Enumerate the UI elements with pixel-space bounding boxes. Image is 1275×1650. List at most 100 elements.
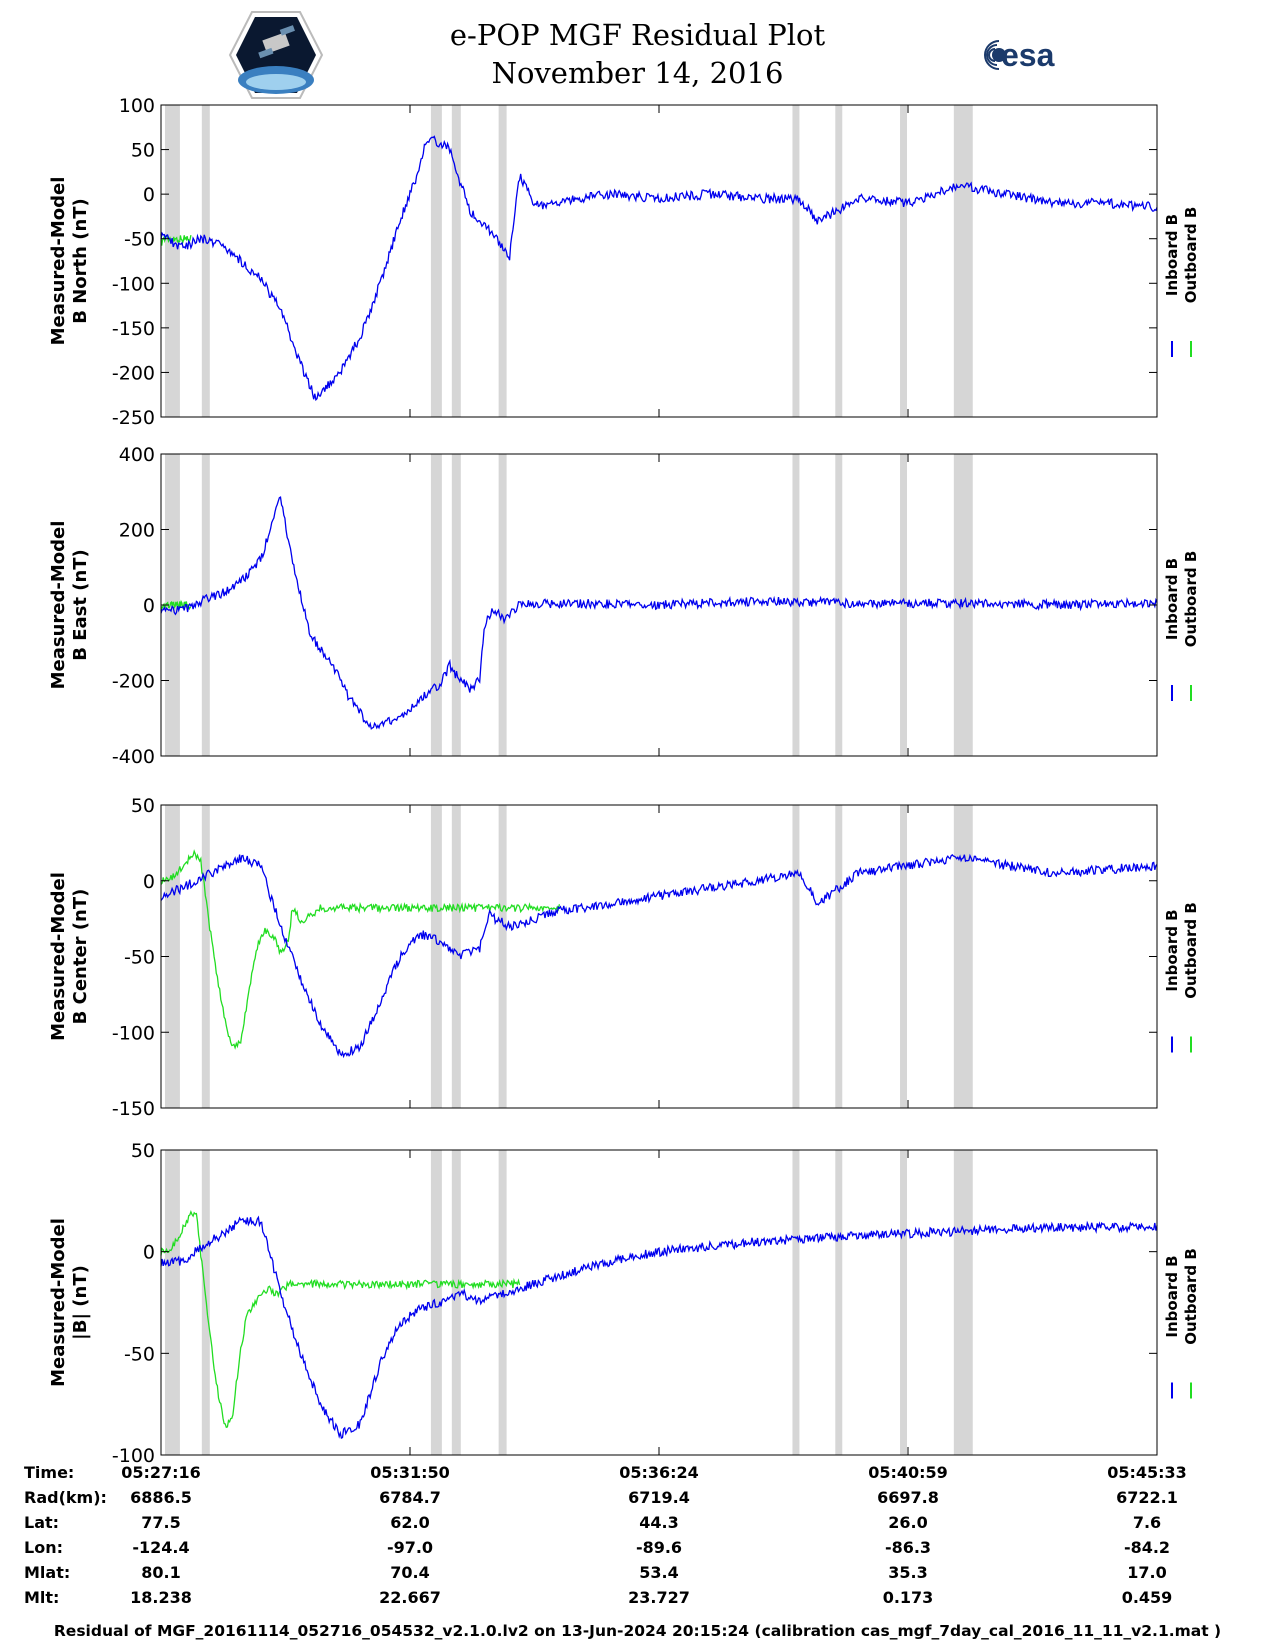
- legend-inboard-label: Inboard B: [1163, 214, 1181, 296]
- ephemeris-value: 18.238: [130, 1588, 192, 1607]
- ephemeris-value: -89.6: [636, 1538, 682, 1557]
- y-axis-label-line: B North (nT): [70, 198, 91, 324]
- legend-inboard-label: Inboard B: [1163, 558, 1181, 640]
- ephemeris-value: 53.4: [639, 1563, 678, 1582]
- shaded-interval-6: [792, 1150, 800, 1455]
- shaded-interval-4: [451, 1150, 461, 1455]
- title-block: e-POP MGF Residual Plot November 14, 201…: [0, 16, 1275, 92]
- ephemeris-value: 23.727: [628, 1588, 690, 1607]
- ephemeris-value: -84.2: [1124, 1538, 1170, 1557]
- y-tick-label: -200: [112, 671, 155, 693]
- shaded-interval-3: [430, 105, 442, 417]
- y-tick-label: 200: [119, 520, 155, 542]
- inboard-series-line: [160, 1215, 1158, 1440]
- y-tick-label: -100: [112, 1445, 155, 1467]
- x-tick-label: 05:31:50: [370, 1463, 450, 1482]
- plot-frame: [160, 1149, 1158, 1456]
- plot-title: e-POP MGF Residual Plot: [449, 18, 826, 52]
- legend-inboard-label: Inboard B: [1163, 909, 1181, 991]
- y-tick-label: 0: [143, 1242, 155, 1264]
- panel-3: 50 0 -50 -100 -150 Measured-ModelB Center (nT…: [48, 795, 1200, 1120]
- y-axis-label: Measured-ModelB North (nT): [48, 177, 91, 346]
- y-axis-label-line: |B| (nT): [70, 1265, 91, 1340]
- shaded-interval-1: [164, 1150, 180, 1455]
- shaded-interval-1: [164, 105, 180, 417]
- plot-frame: [160, 804, 1158, 1109]
- ephemeris-value: -97.0: [387, 1538, 433, 1557]
- x-tick-label: 05:40:59: [868, 1463, 948, 1482]
- y-tick-label: 0: [143, 595, 155, 617]
- ephemeris-value: 6697.8: [877, 1488, 939, 1507]
- shaded-interval-3: [430, 805, 442, 1108]
- legend-inboard-label: Inboard B: [1163, 1255, 1181, 1337]
- y-tick-label: -100: [112, 1022, 155, 1044]
- shaded-interval-8: [900, 454, 908, 756]
- ephemeris-row-label: Mlt:: [24, 1588, 59, 1607]
- legend-outboard-label: Outboard B: [1182, 1248, 1200, 1345]
- ephemeris-value: 6719.4: [628, 1488, 690, 1507]
- plot-frame: [160, 104, 1158, 418]
- footer-caption: Residual of MGF_20161114_052716_054532_v…: [53, 1622, 1222, 1640]
- y-tick-label: -400: [112, 746, 155, 768]
- y-tick-label: -150: [112, 318, 155, 340]
- y-tick-label: -100: [112, 273, 155, 295]
- panel-2: 400 200 0 -200 -400 Measured-ModelB East (nT)…: [48, 444, 1200, 768]
- shaded-interval-7: [835, 105, 843, 417]
- legend-outboard-label: Outboard B: [1182, 551, 1200, 648]
- shaded-interval-2: [201, 454, 210, 756]
- y-axis-label-line: Measured-Model: [48, 1218, 69, 1387]
- ephemeris-value: 77.5: [141, 1513, 180, 1532]
- esa-logo-icon: esa: [984, 37, 1055, 73]
- y-tick-label: -50: [124, 229, 155, 251]
- legend-outboard-label: Outboard B: [1182, 207, 1200, 304]
- shaded-interval-8: [900, 805, 908, 1108]
- shaded-interval-5: [498, 805, 507, 1108]
- shaded-interval-4: [451, 105, 461, 417]
- ephemeris-value: 6722.1: [1116, 1488, 1178, 1507]
- shaded-interval-3: [430, 454, 442, 756]
- ephemeris-value: -124.4: [132, 1538, 189, 1557]
- y-axis-label-line: B Center (nT): [70, 889, 91, 1025]
- shaded-interval-8: [900, 1150, 908, 1455]
- ephemeris-value: 35.3: [888, 1563, 927, 1582]
- shaded-interval-7: [835, 454, 843, 756]
- y-tick-label: 50: [131, 795, 155, 817]
- ephemeris-row-label: Rad(km):: [24, 1488, 107, 1507]
- ephemeris-row-label: Mlat:: [24, 1563, 70, 1582]
- inboard-series-line: [160, 496, 1158, 730]
- inboard-series-line: [160, 853, 1158, 1059]
- y-axis-label-line: Measured-Model: [48, 177, 69, 346]
- y-tick-label: -150: [112, 1098, 155, 1120]
- ephemeris-value: 70.4: [390, 1563, 429, 1582]
- shaded-interval-7: [835, 1150, 843, 1455]
- y-axis-label: Measured-Model|B| (nT): [48, 1218, 91, 1387]
- ephemeris-value: 62.0: [390, 1513, 429, 1532]
- x-tick-label: 05:27:16: [121, 1463, 201, 1482]
- inboard-series-line: [160, 135, 1158, 402]
- ephemeris-value: 6886.5: [130, 1488, 192, 1507]
- shaded-interval-7: [835, 805, 843, 1108]
- ephemeris-value: 0.173: [883, 1588, 934, 1607]
- ephemeris-value: 0.459: [1122, 1588, 1173, 1607]
- shaded-interval-3: [430, 1150, 442, 1455]
- y-axis-label: Measured-ModelB East (nT): [48, 521, 91, 690]
- shaded-interval-4: [451, 454, 461, 756]
- y-axis-label: Measured-ModelB Center (nT): [48, 872, 91, 1041]
- shaded-interval-2: [201, 805, 210, 1108]
- shaded-interval-8: [900, 105, 908, 417]
- shaded-interval-4: [451, 805, 461, 1108]
- ephemeris-row-label: Lat:: [24, 1513, 59, 1532]
- y-tick-label: -250: [112, 407, 155, 429]
- y-tick-label: 0: [143, 871, 155, 893]
- ephemeris-value: 44.3: [639, 1513, 678, 1532]
- ephemeris-value: -86.3: [885, 1538, 931, 1557]
- cassiope-logo-icon: [228, 11, 324, 99]
- y-tick-label: -200: [112, 362, 155, 384]
- shaded-interval-9: [953, 805, 973, 1108]
- shaded-interval-5: [498, 1150, 507, 1455]
- x-tick-label: 05:45:33: [1107, 1463, 1187, 1482]
- y-tick-label: -50: [124, 1343, 155, 1365]
- panel-4: 50 0 -50 -100 Measured-Model|B| (nT) Inboard …: [48, 1140, 1200, 1467]
- y-tick-label: 50: [131, 140, 155, 162]
